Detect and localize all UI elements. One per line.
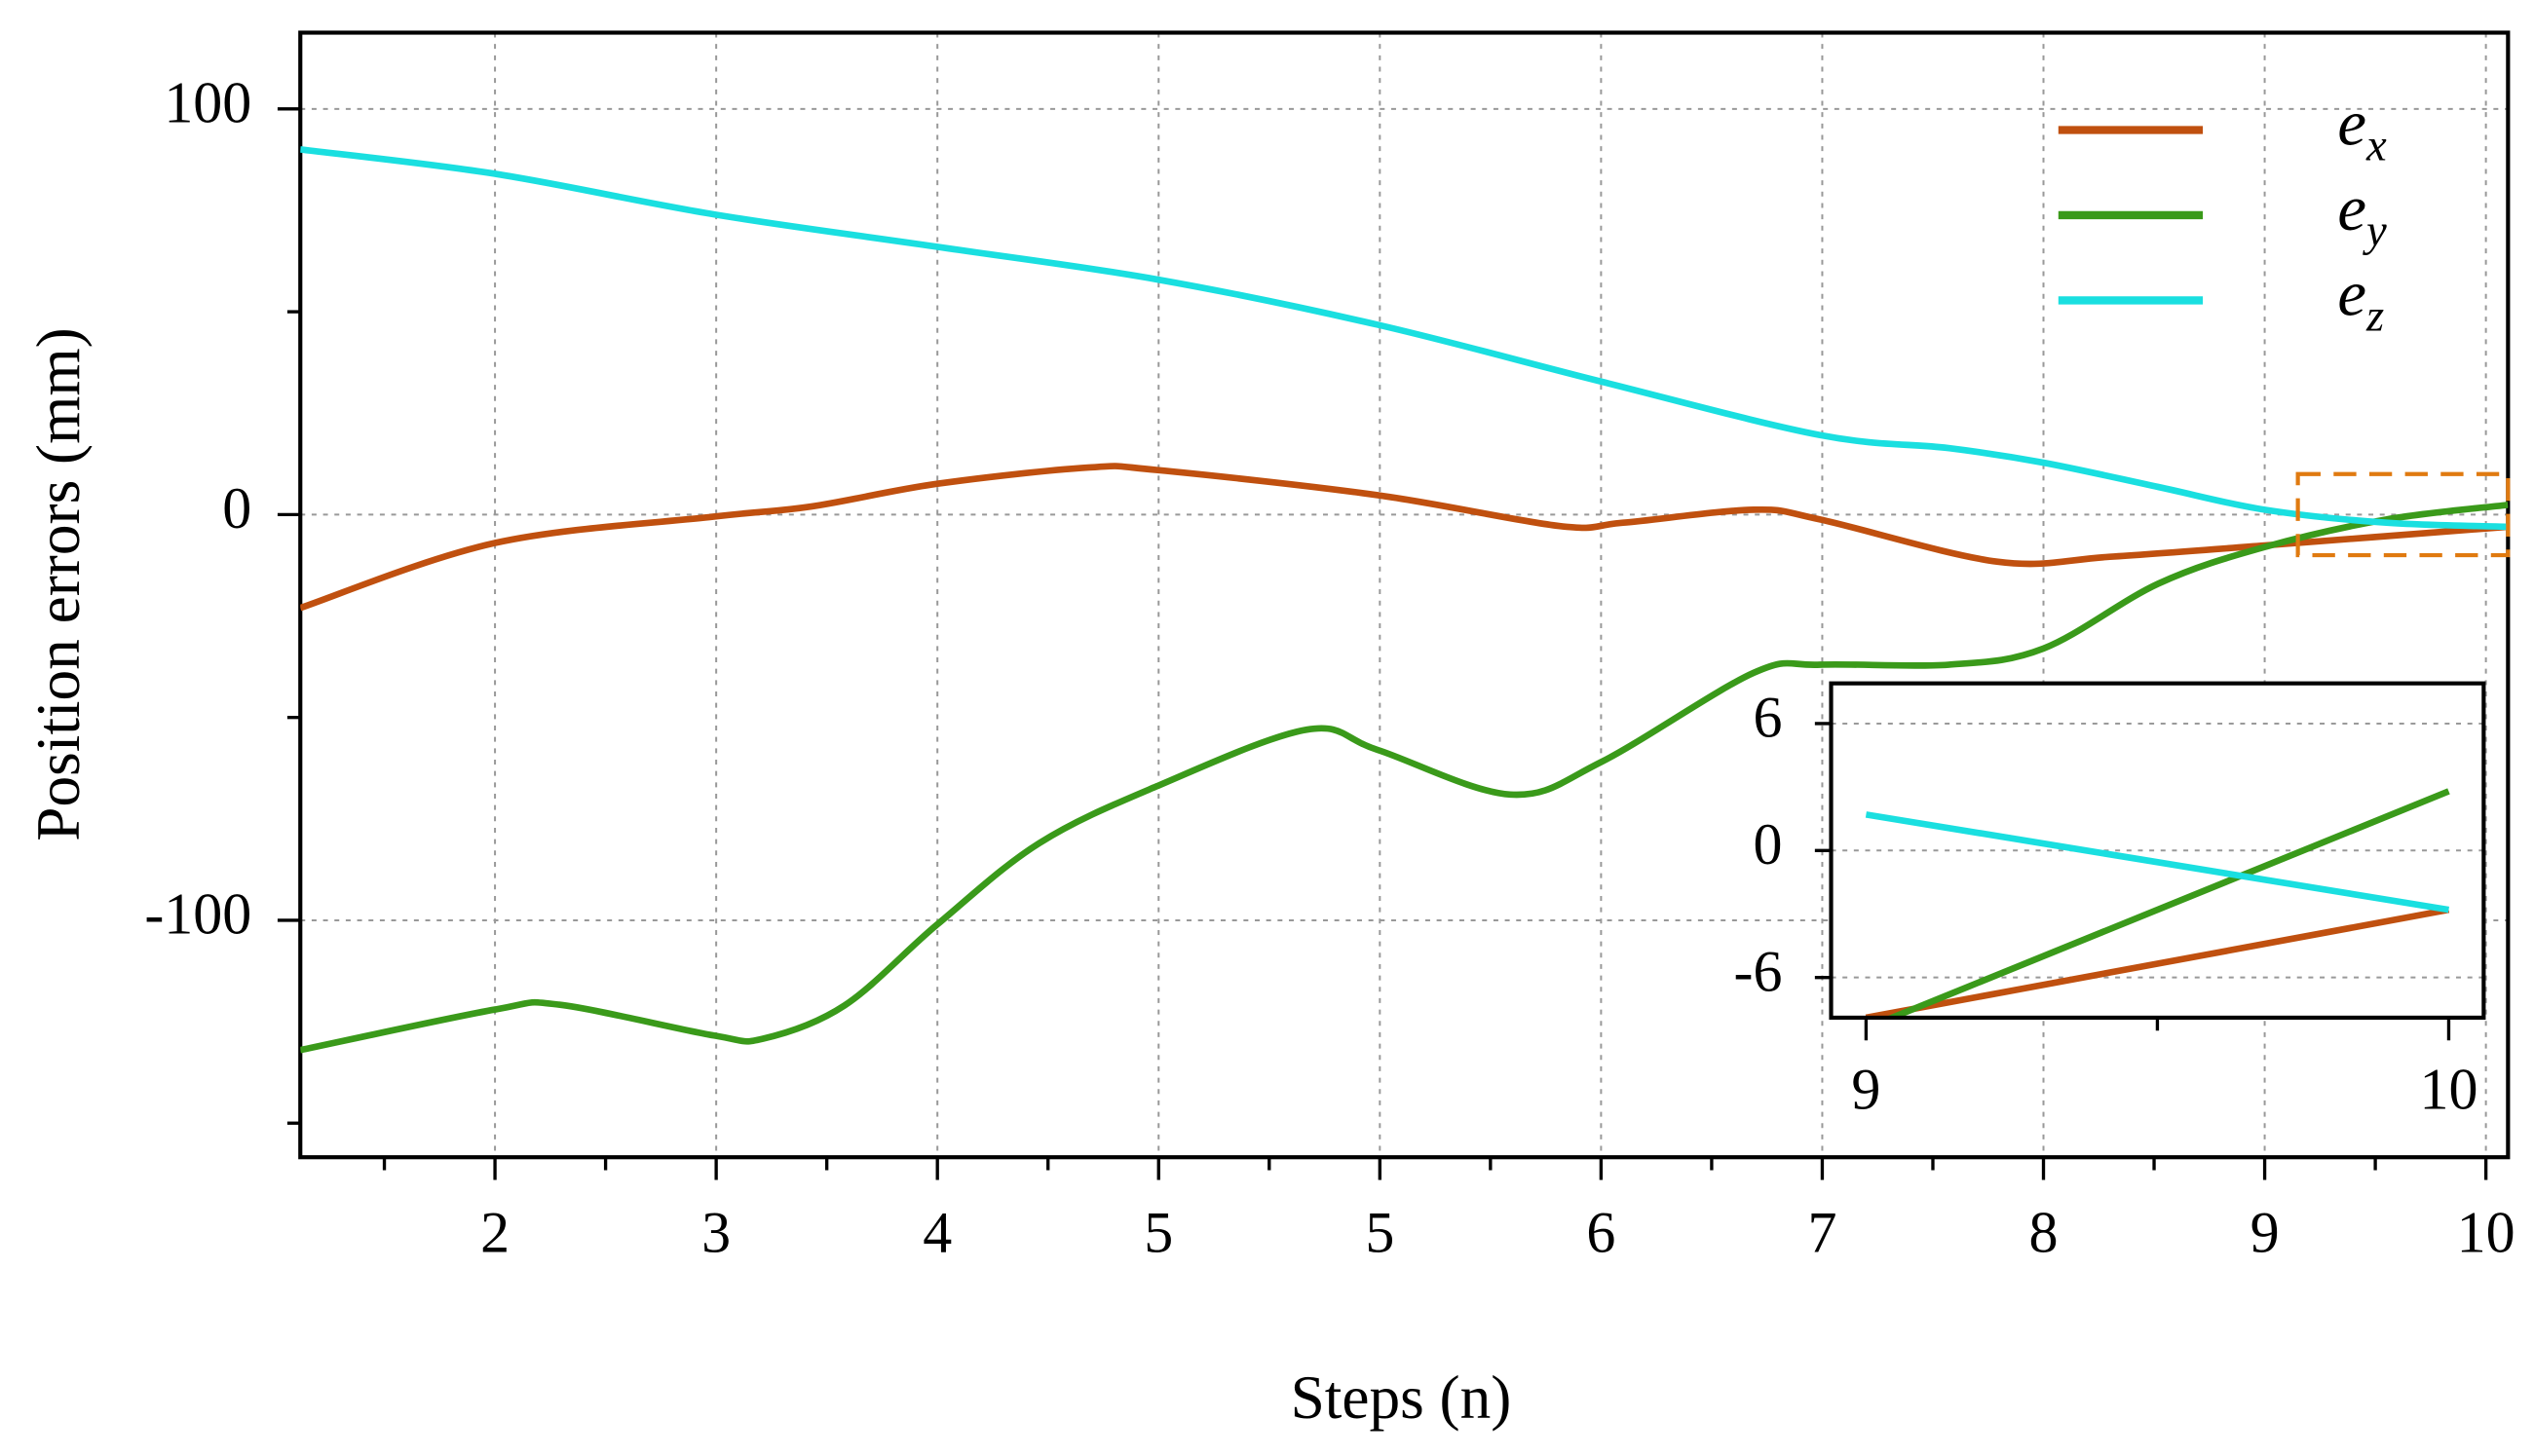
inset-background [1831,683,2484,1018]
x-tick-label: 7 [1807,1200,1836,1264]
plot-frame [298,30,2511,1160]
x-tick-label: 6 [1586,1200,1615,1264]
x-axis-title: Steps (n) [1291,1363,1512,1432]
series-line [300,146,2509,531]
y-axis-title: Position errors (mm) [24,327,93,840]
inset-y-tick-label: 6 [1754,686,1783,750]
y-tick-label: -100 [144,882,251,947]
plot-lines [300,146,2509,1054]
legend-label: ey [2337,173,2387,255]
inset-y-tick-label: -6 [1734,939,1783,1003]
inset-x-tick-label: 9 [1851,1058,1880,1122]
legend-label: ex [2337,89,2387,170]
inset-series-line [1865,811,2449,914]
legend-label: ez [2337,259,2384,341]
series-line [300,502,2509,1054]
inset-lines [1865,788,2450,1018]
inset-frame [1829,681,2486,1021]
x-tick-label: 4 [923,1200,952,1264]
x-tick-label: 5 [1365,1200,1394,1264]
x-tick-label: 2 [480,1200,510,1264]
x-tick-label: 10 [2457,1200,2515,1264]
series-line [300,463,2509,612]
x-tick-label: 5 [1144,1200,1173,1264]
inset-series-line [1865,906,2450,1018]
zoom-box [2295,471,2511,558]
x-tick-label: 9 [2250,1200,2280,1264]
inset-y-tick-label: 0 [1754,812,1783,877]
x-tick-label: 3 [701,1200,731,1264]
inset-series-line [1883,788,2450,1018]
inset-x-tick-label: 10 [2419,1058,2477,1122]
y-tick-label: 0 [222,476,251,541]
y-tick-label: 100 [164,71,251,135]
x-tick-label: 8 [2029,1200,2059,1264]
